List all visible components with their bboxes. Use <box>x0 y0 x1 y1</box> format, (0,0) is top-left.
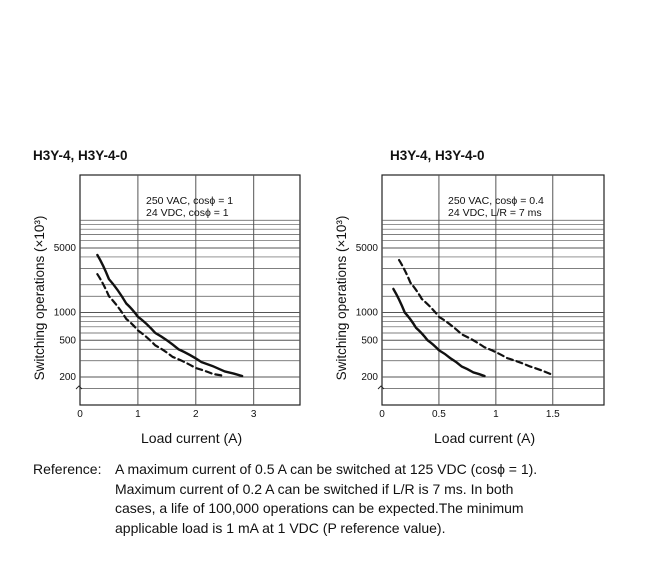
annotation-text: 250 VAC, cosϕ = 0.4 <box>448 195 544 207</box>
axis-break-mark <box>377 385 385 390</box>
solid-series-line <box>392 287 486 378</box>
reference-line: cases, a life of 100,000 operations can … <box>115 500 524 516</box>
reference-line: Maximum current of 0.2 A can be switched… <box>115 480 514 497</box>
solid-series-line <box>96 253 244 378</box>
x-tick-label: 0 <box>379 409 385 420</box>
y-tick-label: 5000 <box>54 243 77 254</box>
y-tick-label: 500 <box>59 335 76 346</box>
x-tick-label: 1 <box>493 409 499 420</box>
y-axis-label: Switching operations (×10³) <box>334 216 349 381</box>
dashed-series-line <box>96 273 226 378</box>
x-tick-label: 3 <box>251 409 257 420</box>
left-chart: 200 500 1000 5000 0 1 2 3 Switching operations (… <box>32 174 301 420</box>
plot-frame <box>381 174 605 406</box>
left-x-axis-label: Load current (A) <box>141 430 243 446</box>
y-axis-label: Switching operations (×10³) <box>32 216 47 381</box>
x-tick-label: 2 <box>193 409 199 420</box>
right-x-axis-label: Load current (A) <box>434 430 536 446</box>
right-chart: 200 500 1000 5000 0 0.5 1 1.5 Switching operatio… <box>334 174 605 420</box>
x-tick-label: 1.5 <box>546 409 560 420</box>
x-tick-label: 0.5 <box>432 409 446 420</box>
left-chart-title: H3Y-4, H3Y-4-0 <box>33 148 128 163</box>
x-tick-label: 1 <box>135 409 141 420</box>
y-tick-label: 1000 <box>54 308 77 319</box>
y-tick-label: 500 <box>361 335 378 346</box>
y-tick-label: 200 <box>59 372 76 383</box>
y-tick-label: 1000 <box>356 308 379 319</box>
annotation-text: 24 VDC, cosϕ = 1 <box>146 207 229 219</box>
annotation-text: 250 VAC, cosϕ = 1 <box>146 195 233 207</box>
dashed-series-line <box>397 258 554 377</box>
x-tick-label: 0 <box>77 409 83 420</box>
y-tick-label: 5000 <box>356 243 379 254</box>
y-tick-label: 200 <box>361 372 378 383</box>
reference-line: applicable load is 1 mA at 1 VDC (P refe… <box>115 519 446 536</box>
reference-line: A maximum current of 0.5 A can be switch… <box>115 461 538 477</box>
right-chart-title: H3Y-4, H3Y-4-0 <box>390 148 485 163</box>
reference-text: A maximum current of 0.5 A can be switch… <box>115 460 615 538</box>
axis-break-mark <box>75 385 83 390</box>
annotation-text: 24 VDC, L/R = 7 ms <box>448 207 542 219</box>
plot-frame <box>79 174 301 406</box>
reference-label: Reference: <box>33 461 102 477</box>
